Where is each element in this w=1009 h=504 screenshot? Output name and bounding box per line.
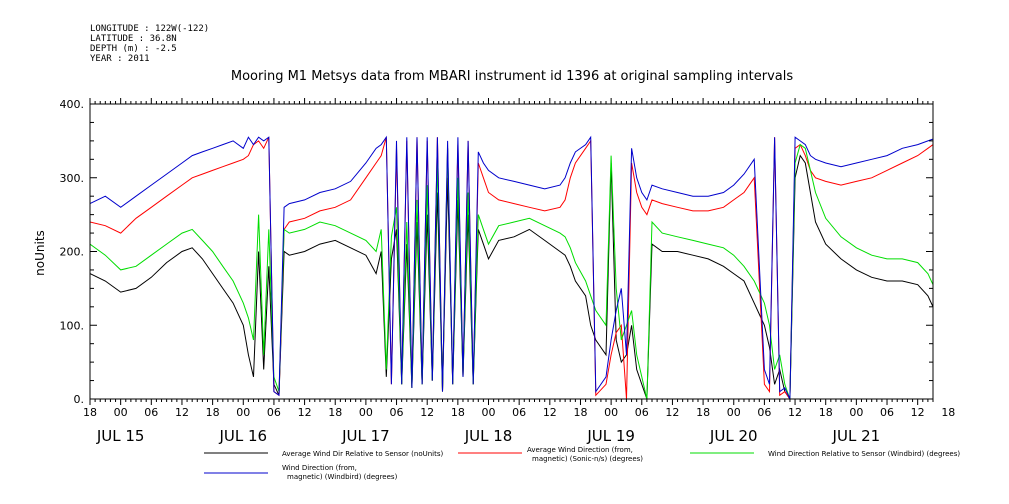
x-date-label: JUL 17: [341, 427, 390, 445]
x-tick-label: 18: [819, 406, 833, 419]
chart-title: Mooring M1 Metsys data from MBARI instru…: [231, 69, 793, 84]
x-tick-label: 12: [788, 406, 802, 419]
legend-label-3: Wind Direction Relative to Sensor (Windb…: [768, 450, 960, 458]
x-tick-label: 18: [83, 406, 97, 419]
series-line-3: [90, 143, 933, 399]
x-tick-label: 12: [911, 406, 925, 419]
series-line-2: [90, 136, 933, 399]
x-tick-label: 06: [512, 406, 526, 419]
x-tick-label: 00: [482, 406, 496, 419]
x-tick-label: 00: [359, 406, 373, 419]
x-tick-label: 00: [849, 406, 863, 419]
x-tick-label: 12: [420, 406, 434, 419]
x-date-label: JUL 16: [218, 427, 267, 445]
legend: Average Wind Dir Relative to Sensor (noU…: [204, 446, 960, 481]
x-date-label: JUL 15: [96, 427, 145, 445]
x-date-label: JUL 21: [832, 427, 881, 445]
y-tick-label: 200.: [60, 246, 85, 259]
x-date-label: JUL 18: [464, 427, 513, 445]
longitude-label: LONGITUDE : 122W(-122): [90, 24, 209, 34]
x-date-label: JUL 20: [709, 427, 758, 445]
series-line-4: [90, 135, 933, 399]
series-layer: [90, 135, 933, 399]
x-tick-label: 18: [206, 406, 220, 419]
axis-layer: 18 00 06 12 18 00 06 12 18 00 06 12 18 00 06 12 18 00 06 12…: [60, 98, 955, 445]
x-tick-label: 18: [941, 406, 955, 419]
x-tick-label: 06: [757, 406, 771, 419]
x-tick-label: 18: [696, 406, 710, 419]
x-tick-label: 06: [880, 406, 894, 419]
legend-label-2: Average Wind Direction (from, magnetic) (…: [527, 446, 643, 463]
x-tick-label: 12: [175, 406, 189, 419]
x-tick-label: 06: [635, 406, 649, 419]
x-tick-label: 18: [573, 406, 587, 419]
year-label: YEAR : 2011: [90, 54, 150, 64]
series-line-1: [90, 154, 933, 399]
legend-label-1: Average Wind Dir Relative to Sensor (noU…: [282, 450, 443, 458]
x-tick-label: 12: [665, 406, 679, 419]
x-tick-label: 06: [390, 406, 404, 419]
x-tick-label: 00: [236, 406, 250, 419]
legend-label-4: Wind Direction (from, magnetic) (Windbird…: [282, 464, 398, 481]
x-tick-label: 18: [328, 406, 342, 419]
x-tick-label: 06: [267, 406, 281, 419]
latitude-label: LATITUDE : 36.8N: [90, 34, 177, 44]
depth-label: DEPTH (m) : -2.5: [90, 44, 177, 54]
y-tick-label: 100.: [60, 319, 85, 332]
y-axis-title: noUnits: [33, 230, 47, 276]
x-tick-label: 00: [604, 406, 618, 419]
x-tick-label: 12: [543, 406, 557, 419]
x-tick-label: 06: [144, 406, 158, 419]
y-tick-label: 400.: [60, 98, 85, 111]
x-tick-label: 18: [451, 406, 465, 419]
y-tick-label: 0.: [74, 393, 85, 406]
y-tick-label: 300.: [60, 172, 85, 185]
x-tick-label: 12: [298, 406, 312, 419]
x-tick-label: 00: [727, 406, 741, 419]
x-tick-label: 00: [114, 406, 128, 419]
x-date-label: JUL 19: [586, 427, 635, 445]
